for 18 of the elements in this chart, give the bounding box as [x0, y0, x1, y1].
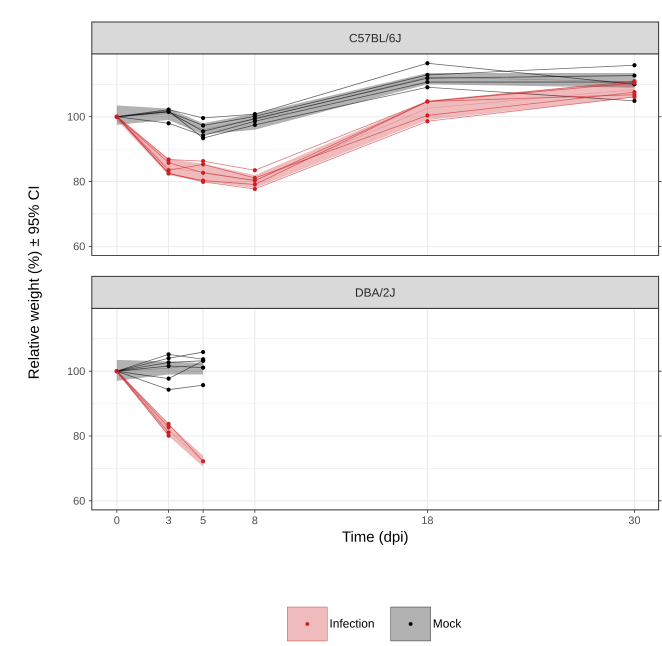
x-axis-title: Time (dpi) — [342, 531, 408, 546]
y-tick-label: 80 — [74, 178, 85, 186]
y-tick-label: 60 — [74, 497, 85, 505]
x-tick-label: 0 — [114, 516, 120, 524]
x-tick-label: 30 — [628, 516, 640, 524]
legend-label: Mock — [434, 619, 462, 628]
chart-title: DBA/2J — [356, 288, 395, 297]
y-tick-label: 80 — [74, 432, 85, 440]
y-axis-title: Relative weight (%) ± 95% CI — [28, 187, 42, 378]
x-tick-label: 3 — [166, 516, 172, 524]
x-tick-label: 5 — [200, 516, 206, 524]
y-tick-label: 100 — [68, 113, 85, 121]
chart-title: C57BL/6J — [350, 34, 401, 42]
y-tick-label: 60 — [74, 242, 85, 250]
x-tick-label: 8 — [252, 516, 258, 524]
legend-label: Infection — [330, 619, 374, 628]
y-tick-label: 100 — [68, 368, 85, 376]
x-tick-label: 18 — [422, 516, 433, 524]
